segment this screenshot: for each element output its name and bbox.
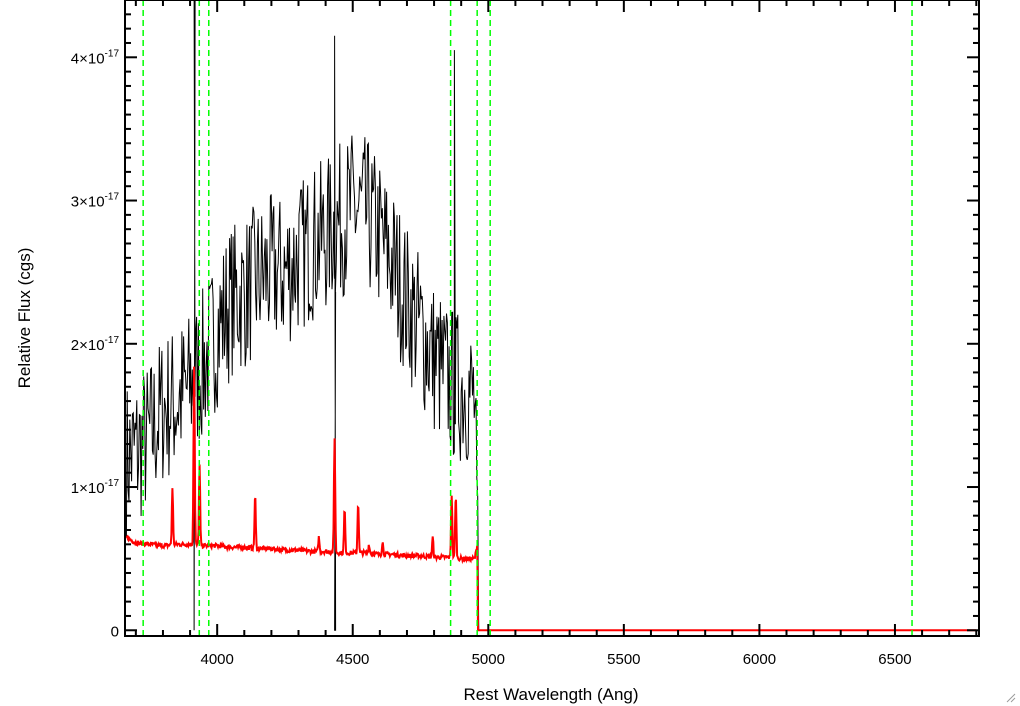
plot-area (125, 0, 977, 632)
plot-frame (124, 0, 980, 637)
y-tick-label: 4×10-17 (71, 48, 120, 67)
y-axis-title: Relative Flux (cgs) (15, 248, 34, 389)
y-tick-labels: 0 1×10-17 2×10-17 3×10-17 4×10-17 (71, 48, 120, 640)
resize-grip-icon[interactable] (1004, 691, 1016, 703)
series-model-line (125, 366, 977, 632)
x-tick-labels: 4000 4500 5000 5500 6000 6500 (200, 651, 911, 668)
y-tick-label: 2×10-17 (71, 335, 120, 354)
axes-frame (124, 0, 980, 637)
x-tick-label: 4000 (200, 651, 233, 668)
reference-lines (142, 0, 913, 636)
y-tick-label: 3×10-17 (71, 192, 120, 211)
x-tick-label: 5000 (472, 651, 505, 668)
x-tick-label: 4500 (336, 651, 369, 668)
y-tick-label: 0 (111, 623, 119, 640)
y-tick-label: 1×10-17 (71, 478, 120, 497)
x-tick-label: 6500 (878, 651, 911, 668)
x-tick-label: 6000 (743, 651, 776, 668)
series-spectrum-line (125, 0, 977, 631)
x-tick-label: 5500 (607, 651, 640, 668)
x-axis-title: Rest Wavelength (Ang) (463, 685, 638, 704)
